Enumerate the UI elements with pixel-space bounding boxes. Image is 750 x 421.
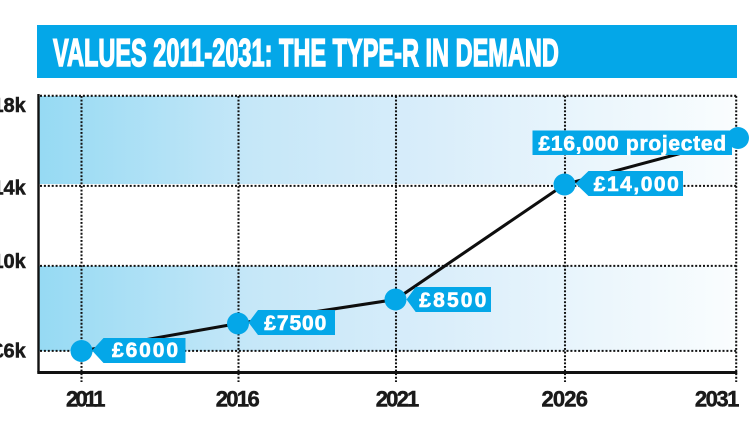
svg-text:VALUES 2011-2031: THE TYPE-R I: VALUES 2011-2031: THE TYPE-R IN DEMAND [53, 31, 559, 75]
svg-text:2016: 2016 [216, 387, 260, 412]
svg-text:£6k: £6k [0, 340, 27, 362]
svg-text:£14,000: £14,000 [594, 173, 679, 196]
svg-text:£16,000 projected: £16,000 projected [539, 133, 727, 156]
svg-text:2021: 2021 [376, 387, 420, 412]
svg-text:£6000: £6000 [112, 339, 178, 362]
svg-text:2026: 2026 [541, 387, 588, 412]
svg-text:2011: 2011 [66, 387, 106, 412]
svg-text:2031: 2031 [695, 387, 740, 412]
svg-text:14k: 14k [0, 178, 27, 200]
svg-text:18k: 18k [0, 95, 27, 117]
svg-text:10k: 10k [0, 251, 27, 273]
svg-text:£7500: £7500 [264, 312, 326, 335]
svg-text:£8500: £8500 [419, 289, 486, 312]
